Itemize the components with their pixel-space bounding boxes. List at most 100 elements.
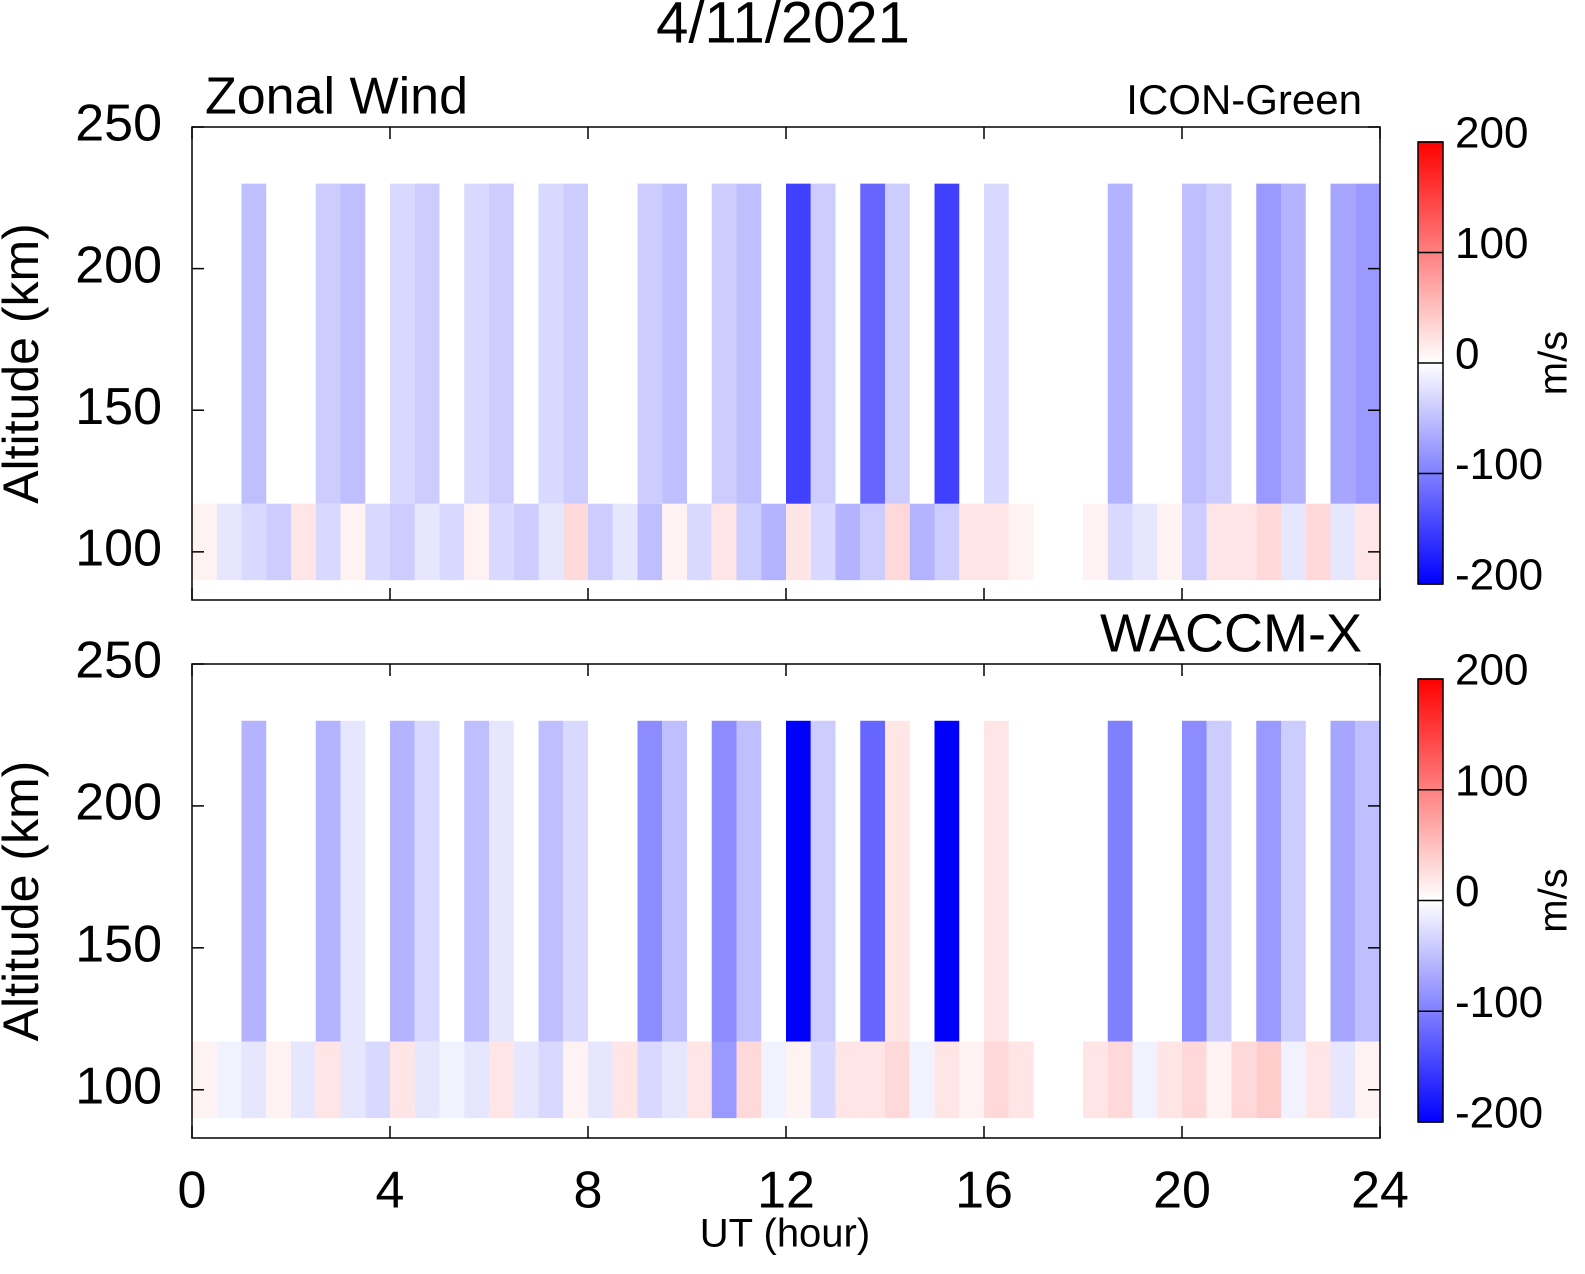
heatmap-cell — [711, 183, 737, 504]
heatmap-cell — [786, 503, 811, 581]
heatmap-cell — [810, 720, 836, 1042]
heatmap-cell — [340, 183, 366, 504]
heatmap-cell — [984, 183, 1009, 504]
heatmap-cell — [786, 183, 811, 504]
x-tick-label: 8 — [574, 1162, 603, 1220]
heatmap-cell — [464, 183, 489, 504]
colorbar-tick-label: 100 — [1455, 219, 1528, 268]
heatmap-cell — [637, 183, 663, 504]
colorbar-tick-label: 0 — [1455, 867, 1479, 916]
heatmap-cell — [1355, 1041, 1380, 1119]
colorbar-tick-label: -200 — [1455, 1089, 1543, 1138]
heatmap-cell — [1008, 503, 1034, 581]
heatmap-cell — [637, 503, 663, 581]
heatmap-cell — [860, 503, 885, 581]
heatmap-cell — [1107, 183, 1133, 504]
heatmap-cell — [266, 1041, 291, 1119]
heatmap-cell — [538, 183, 564, 504]
heatmap-cell — [835, 503, 861, 581]
heatmap-cell — [909, 1041, 935, 1119]
heatmap-cell — [315, 720, 341, 1042]
heatmap-cell — [959, 503, 984, 581]
y-tick-label: 150 — [75, 378, 162, 436]
heatmap-cell — [1305, 503, 1331, 581]
heatmap-cell — [563, 720, 588, 1042]
heatmap-cell — [1157, 503, 1182, 581]
heatmap-cell — [1330, 1041, 1356, 1119]
colorbar-tick-label: 200 — [1455, 109, 1528, 158]
heatmap-cell — [761, 503, 786, 581]
heatmap-cell — [736, 503, 762, 581]
heatmap-cell — [637, 720, 663, 1042]
heatmap-cell — [885, 183, 910, 504]
heatmap-cell — [464, 1041, 489, 1119]
heatmap-cell — [241, 720, 267, 1042]
colorbar-label: m/s — [1532, 331, 1576, 395]
y-tick-label: 150 — [75, 916, 162, 974]
heatmap-cell — [563, 1041, 588, 1119]
heatmap-cell — [439, 503, 465, 581]
heatmap-cell — [860, 1041, 885, 1119]
panel-title: Zonal Wind — [205, 68, 468, 126]
heatmap-cell — [1305, 1041, 1331, 1119]
heatmap-cell — [1256, 503, 1281, 581]
x-tick-label: 12 — [757, 1162, 815, 1220]
heatmap-cell — [538, 503, 564, 581]
chart-title: 4/11/2021 — [656, 0, 910, 55]
heatmap-cell — [984, 1041, 1009, 1119]
heatmap-cell — [414, 503, 440, 581]
heatmap-cell — [885, 503, 910, 581]
heatmap-cell — [860, 720, 885, 1042]
x-tick-label: 4 — [376, 1162, 405, 1220]
heatmap-cell — [612, 503, 638, 581]
x-tick-label: 24 — [1351, 1162, 1409, 1220]
heatmap-cell — [1157, 1041, 1182, 1119]
heatmap-cell — [241, 503, 267, 581]
heatmap-cell — [934, 183, 960, 504]
heatmap-cell — [489, 503, 514, 581]
heatmap-cell — [439, 1041, 465, 1119]
y-tick-label: 100 — [75, 1057, 162, 1115]
heatmap-cell — [315, 183, 341, 504]
colorbar-tick-label: -100 — [1455, 440, 1543, 489]
heatmap-cell — [711, 720, 737, 1042]
y-tick-label: 250 — [75, 632, 162, 690]
heatmap-cell — [934, 503, 960, 581]
heatmap-cell — [390, 503, 415, 581]
heatmap-cell — [1182, 1041, 1207, 1119]
heatmap-cell — [340, 1041, 366, 1119]
heatmap-cell — [538, 1041, 564, 1119]
y-axis-label: Altitude (km) — [0, 223, 49, 504]
heatmap-cell — [315, 503, 341, 581]
panel-annotation: WACCM-X — [1100, 603, 1362, 663]
heatmap-cell — [1083, 503, 1108, 581]
heatmap-cell — [711, 1041, 737, 1119]
y-tick-label: 200 — [75, 236, 162, 294]
heatmap-cell — [1281, 503, 1306, 581]
heatmap-cell — [612, 1041, 638, 1119]
heatmap-cell — [662, 1041, 687, 1119]
heatmap-cell — [885, 1041, 910, 1119]
heatmap-cell — [414, 720, 440, 1042]
heatmap-cell — [1256, 1041, 1281, 1119]
heatmap-cell — [786, 1041, 811, 1119]
heatmap-cell — [1083, 1041, 1108, 1119]
heatmap-cell — [1182, 720, 1207, 1042]
heatmap-cell — [984, 720, 1009, 1042]
y-axis-label: Altitude (km) — [0, 761, 49, 1042]
heatmap-cell — [1107, 1041, 1133, 1119]
heatmap-cell — [291, 1041, 316, 1119]
heatmap-cell — [216, 503, 242, 581]
heatmap-cell — [934, 720, 960, 1042]
colorbar-tick-label: 100 — [1455, 756, 1528, 805]
heatmap-cell — [835, 1041, 861, 1119]
heatmap-cell — [1206, 1041, 1232, 1119]
colorbar-tick-label: 200 — [1455, 646, 1528, 695]
heatmap-cell — [1182, 503, 1207, 581]
heatmap-cell — [786, 720, 811, 1042]
heatmap-cell — [662, 503, 687, 581]
heatmap-cell — [266, 503, 291, 581]
heatmap-cell — [934, 1041, 960, 1119]
heatmap-cell — [1330, 720, 1356, 1042]
